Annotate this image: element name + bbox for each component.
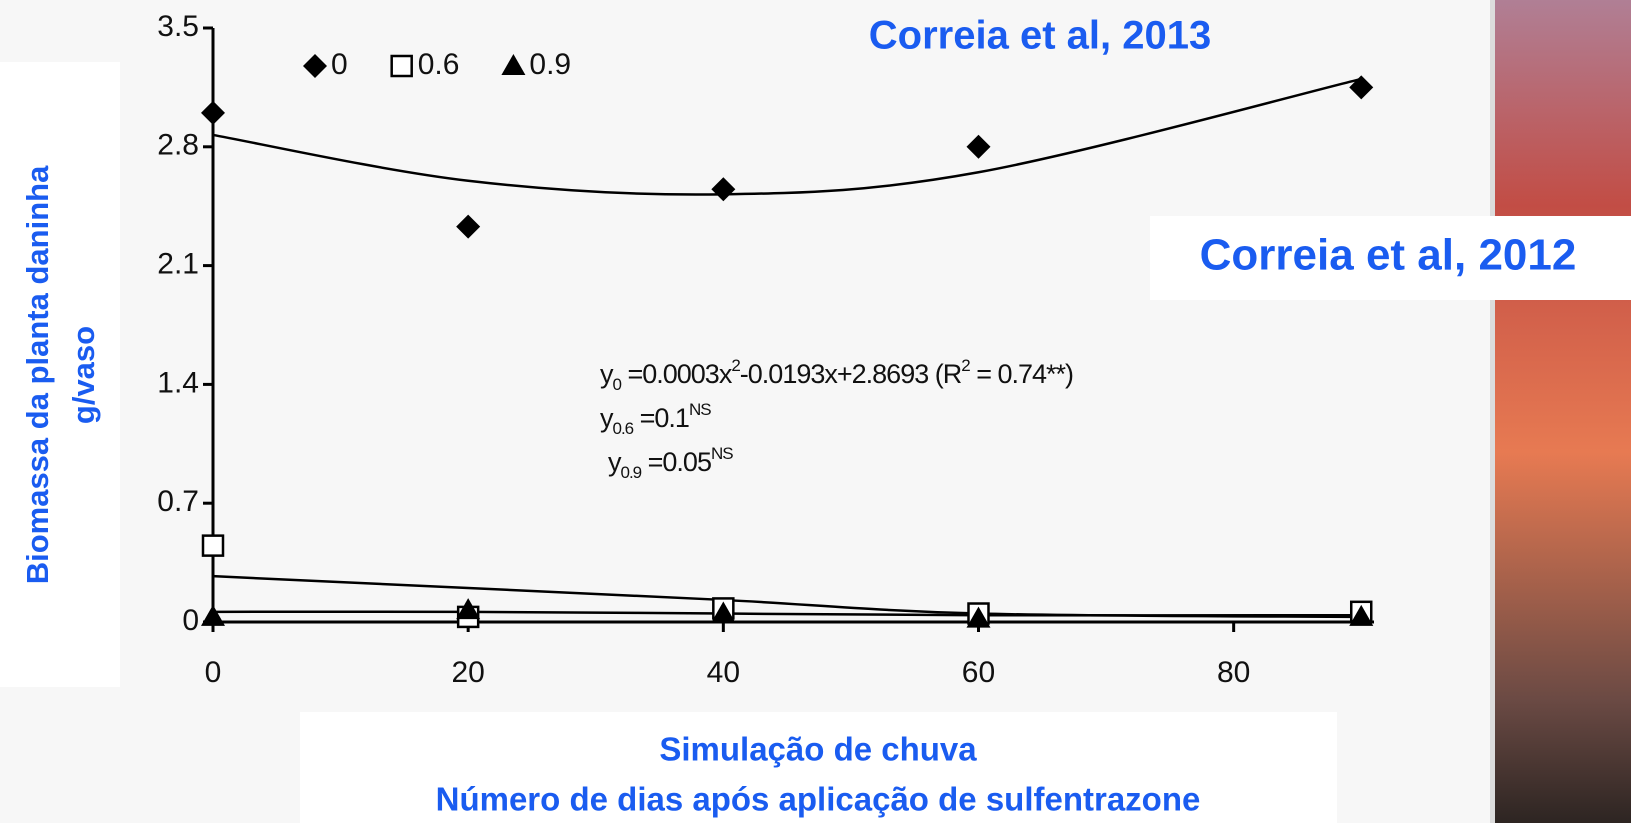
fit-line	[212, 77, 1362, 196]
side-image	[1495, 0, 1631, 823]
legend-label: 0.6	[418, 48, 460, 81]
chart-title: Correia et al, 2013	[869, 14, 1211, 58]
x-tick-label: 80	[1217, 656, 1250, 689]
equation-part: NS	[689, 400, 711, 419]
triangle-point	[711, 601, 736, 623]
equation-part: y	[600, 359, 614, 389]
equation-part: = 0.74**)	[970, 359, 1073, 389]
equation-part: y	[608, 447, 622, 477]
diamond-point	[1349, 75, 1374, 100]
equation-part: 0.6	[613, 419, 634, 438]
y-tick-label: 1.4	[157, 366, 199, 399]
equation-part: =0.1	[633, 403, 689, 433]
equation-part: 0	[613, 375, 622, 394]
subtitle-box	[1150, 216, 1631, 300]
equation-part: 2	[961, 356, 970, 375]
y-tick-label: 0	[182, 604, 199, 637]
legend-label: 0	[331, 48, 348, 81]
equation-part: =0.05	[641, 447, 711, 477]
chart-subtitle: Correia et al, 2012	[1200, 231, 1577, 280]
equation-part: 0.9	[621, 463, 642, 482]
x-tick-label: 40	[707, 656, 740, 689]
square-point	[201, 534, 225, 557]
diamond-point	[966, 134, 991, 159]
equation-part: -0.0193x+2.8693 (R	[740, 359, 962, 389]
equation: y0 =0.0003x2-0.0193x+2.8693 (R2 = 0.74**…	[600, 356, 1073, 394]
diamond-point	[201, 100, 225, 125]
diamond-point	[711, 177, 736, 202]
triangle-point	[1349, 604, 1374, 626]
diamond-point	[456, 214, 481, 239]
equation: y0.6 =0.1NS	[600, 400, 711, 438]
legend-marker	[303, 54, 327, 78]
y-tick-label: 2.8	[157, 129, 199, 162]
x-tick-label: 20	[451, 656, 484, 689]
equation: y0.9 =0.05NS	[608, 444, 733, 482]
y-axis-label: g/vaso	[66, 326, 101, 424]
triangle-point	[456, 598, 481, 620]
equation-part: 2	[731, 356, 740, 375]
slide-background	[0, 0, 1490, 823]
equation-part: NS	[711, 444, 733, 463]
equation-part: y	[600, 403, 614, 433]
y-tick-label: 0.7	[157, 485, 199, 518]
y-tick-label: 2.1	[157, 248, 199, 281]
legend-marker	[501, 54, 526, 75]
x-tick-label: 60	[962, 656, 995, 689]
y-axis-label: Biomassa da planta daninha	[20, 165, 55, 584]
x-axis-label: Simulação de chuva	[659, 731, 977, 768]
x-axis-label: Número de dias após aplicação de sulfent…	[436, 781, 1201, 818]
y-label-box	[0, 62, 120, 687]
x-tick-label: 0	[205, 656, 222, 689]
fit-line	[212, 610, 1362, 617]
triangle-point	[966, 606, 991, 628]
y-tick-label: 3.5	[157, 10, 199, 43]
triangle-point	[201, 604, 225, 626]
legend-label: 0.9	[529, 48, 571, 81]
x-label-box	[300, 712, 1337, 823]
equation-part: =0.0003x	[621, 359, 733, 389]
legend-marker	[390, 54, 413, 78]
